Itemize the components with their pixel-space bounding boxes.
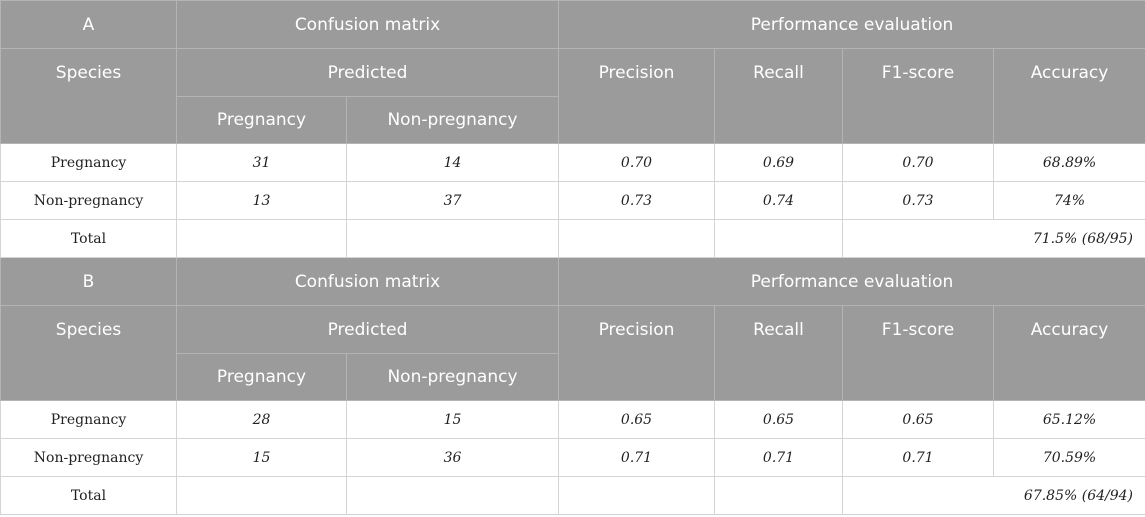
f1-score-cell: 0.71 bbox=[842, 438, 995, 477]
total-accuracy-cell: 67.85% (64/94) bbox=[842, 476, 1145, 515]
species-header: Species bbox=[0, 48, 177, 144]
empty-cell bbox=[176, 219, 347, 258]
f1-score-header: F1-score bbox=[842, 305, 995, 401]
table-row: Pregnancy 31 14 0.70 0.69 0.70 68.89% bbox=[0, 143, 1145, 182]
performance-evaluation-header: Performance evaluation bbox=[558, 257, 1145, 306]
species-header: Species bbox=[0, 305, 177, 401]
pred-pregnancy-cell: 28 bbox=[176, 400, 347, 439]
recall-header: Recall bbox=[714, 48, 844, 144]
table-row: Non-pregnancy 15 36 0.71 0.71 0.71 70.59… bbox=[0, 438, 1145, 477]
confusion-matrix-header: Confusion matrix bbox=[175, 0, 560, 49]
precision-cell: 0.65 bbox=[558, 400, 716, 439]
panel-a-group-header-row: A Confusion matrix Performance evaluatio… bbox=[0, 0, 1145, 49]
total-label: Total bbox=[0, 476, 177, 515]
precision-header: Precision bbox=[558, 48, 716, 144]
panel-label: B bbox=[0, 257, 177, 306]
accuracy-header: Accuracy bbox=[993, 48, 1145, 144]
pred-pregnancy-cell: 31 bbox=[176, 143, 347, 182]
predicted-header: Predicted bbox=[175, 305, 560, 354]
total-accuracy-cell: 71.5% (68/95) bbox=[842, 219, 1145, 258]
f1-score-cell: 0.73 bbox=[842, 181, 995, 220]
panel-a-predicted-subheader-row: Pregnancy Non-pregnancy bbox=[1, 96, 1145, 144]
accuracy-cell: 74% bbox=[993, 181, 1145, 220]
f1-score-cell: 0.70 bbox=[842, 143, 995, 182]
accuracy-header: Accuracy bbox=[993, 305, 1145, 401]
species-cell: Pregnancy bbox=[0, 143, 177, 182]
empty-cell bbox=[176, 476, 347, 515]
precision-cell: 0.71 bbox=[558, 438, 716, 477]
pred-non-pregnancy-cell: 36 bbox=[345, 438, 560, 477]
accuracy-cell: 65.12% bbox=[993, 400, 1145, 439]
predicted-non-pregnancy-header: Non-pregnancy bbox=[345, 353, 560, 401]
total-label: Total bbox=[0, 219, 177, 258]
panel-b-column-header-row: Species Predicted Precision Recall F1-sc… bbox=[0, 305, 1145, 401]
table-row: Pregnancy 28 15 0.65 0.65 0.65 65.12% bbox=[0, 400, 1145, 439]
pred-non-pregnancy-cell: 14 bbox=[345, 143, 560, 182]
species-cell: Non-pregnancy bbox=[0, 181, 177, 220]
panel-label: A bbox=[0, 0, 177, 49]
pred-non-pregnancy-cell: 15 bbox=[345, 400, 560, 439]
recall-cell: 0.71 bbox=[714, 438, 844, 477]
predicted-header: Predicted bbox=[175, 48, 560, 97]
accuracy-cell: 68.89% bbox=[993, 143, 1145, 182]
empty-cell bbox=[345, 476, 560, 515]
predicted-non-pregnancy-header: Non-pregnancy bbox=[345, 96, 560, 144]
panel-b-predicted-subheader-row: Pregnancy Non-pregnancy bbox=[1, 353, 1145, 401]
recall-header: Recall bbox=[714, 305, 844, 401]
f1-score-header: F1-score bbox=[842, 48, 995, 144]
panel-a-column-header-row: Species Predicted Precision Recall F1-sc… bbox=[0, 48, 1145, 144]
species-cell: Pregnancy bbox=[0, 400, 177, 439]
performance-evaluation-header: Performance evaluation bbox=[558, 0, 1145, 49]
precision-cell: 0.70 bbox=[558, 143, 716, 182]
species-cell: Non-pregnancy bbox=[0, 438, 177, 477]
empty-cell bbox=[558, 476, 716, 515]
pred-non-pregnancy-cell: 37 bbox=[345, 181, 560, 220]
table-row: Non-pregnancy 13 37 0.73 0.74 0.73 74% bbox=[0, 181, 1145, 220]
recall-cell: 0.74 bbox=[714, 181, 844, 220]
empty-cell bbox=[714, 219, 844, 258]
empty-cell bbox=[345, 219, 560, 258]
recall-cell: 0.69 bbox=[714, 143, 844, 182]
total-row: Total 71.5% (68/95) bbox=[0, 219, 1145, 258]
precision-cell: 0.73 bbox=[558, 181, 716, 220]
pred-pregnancy-cell: 15 bbox=[176, 438, 347, 477]
pred-pregnancy-cell: 13 bbox=[176, 181, 347, 220]
confusion-matrix-header: Confusion matrix bbox=[175, 257, 560, 306]
predicted-pregnancy-header: Pregnancy bbox=[176, 96, 347, 144]
accuracy-cell: 70.59% bbox=[993, 438, 1145, 477]
recall-cell: 0.65 bbox=[714, 400, 844, 439]
predicted-pregnancy-header: Pregnancy bbox=[176, 353, 347, 401]
empty-cell bbox=[714, 476, 844, 515]
f1-score-cell: 0.65 bbox=[842, 400, 995, 439]
empty-cell bbox=[558, 219, 716, 258]
precision-header: Precision bbox=[558, 305, 716, 401]
total-row: Total 67.85% (64/94) bbox=[0, 476, 1145, 515]
panel-b-group-header-row: B Confusion matrix Performance evaluatio… bbox=[0, 257, 1145, 306]
